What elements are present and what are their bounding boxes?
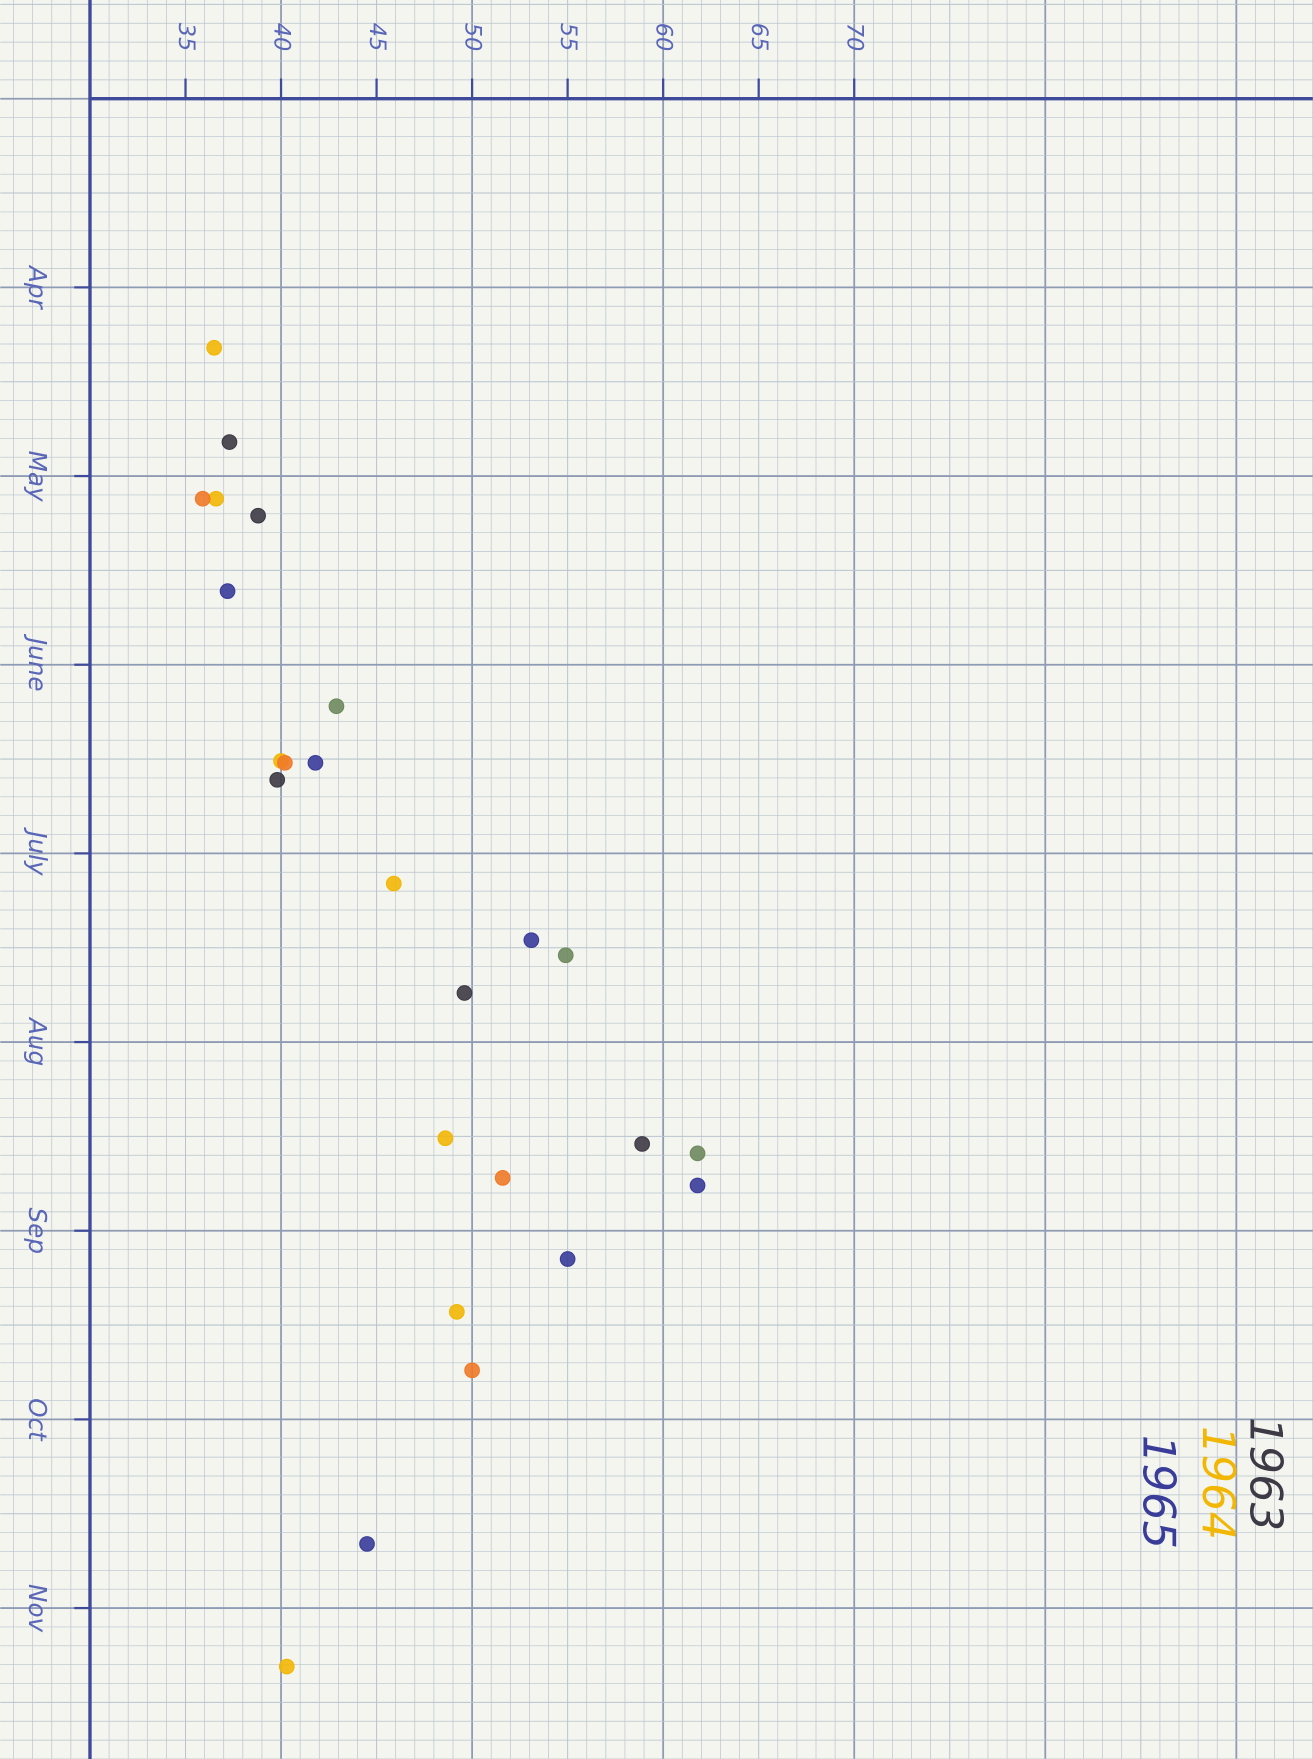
point: [222, 435, 237, 450]
y-tick-label: Sep: [23, 1207, 52, 1253]
chart: 35 40 45 50 55 60 65 70 Apr May June July Aug Sep Oct N…: [0, 0, 1313, 1759]
legend-label: 1964: [1192, 1426, 1245, 1540]
point: [220, 584, 235, 599]
point: [465, 1363, 480, 1378]
point: [308, 756, 323, 771]
y-tick-label: Oct: [23, 1398, 52, 1442]
y-tick-label: Aug: [23, 1016, 52, 1066]
y-tick-label: May: [23, 451, 52, 502]
x-tick-label: 35: [173, 23, 199, 52]
x-tick-label: 40: [269, 23, 295, 52]
legend-label: 1965: [1133, 1435, 1186, 1549]
point: [251, 508, 266, 523]
y-tick-label: Apr: [23, 264, 52, 311]
x-tick-label: 45: [364, 23, 390, 52]
x-tick-label: 50: [460, 23, 486, 52]
point: [635, 1137, 650, 1152]
x-tick-label: 70: [842, 23, 868, 52]
point: [690, 1146, 705, 1161]
point: [195, 491, 210, 506]
point: [524, 933, 539, 948]
point: [560, 1252, 575, 1267]
point: [495, 1171, 510, 1186]
point: [329, 699, 344, 714]
y-tick-label: Nov: [23, 1584, 52, 1633]
point: [209, 491, 224, 506]
point: [279, 1659, 294, 1674]
point: [270, 773, 285, 788]
point: [360, 1537, 375, 1552]
point: [386, 876, 401, 891]
point: [207, 340, 222, 355]
point: [450, 1305, 465, 1320]
point: [690, 1178, 705, 1193]
x-tick-label: 65: [746, 23, 772, 52]
point: [278, 756, 293, 771]
point: [457, 986, 472, 1001]
x-tick-label: 55: [555, 23, 581, 52]
x-tick-label: 60: [651, 23, 677, 52]
point: [438, 1131, 453, 1146]
y-tick-label: June: [23, 633, 52, 692]
legend-label: 1963: [1239, 1417, 1292, 1531]
page: 35 40 45 50 55 60 65 70 Apr May June July Aug Sep Oct N…: [0, 0, 1313, 1759]
point: [558, 948, 573, 963]
y-tick-label: July: [23, 826, 52, 876]
